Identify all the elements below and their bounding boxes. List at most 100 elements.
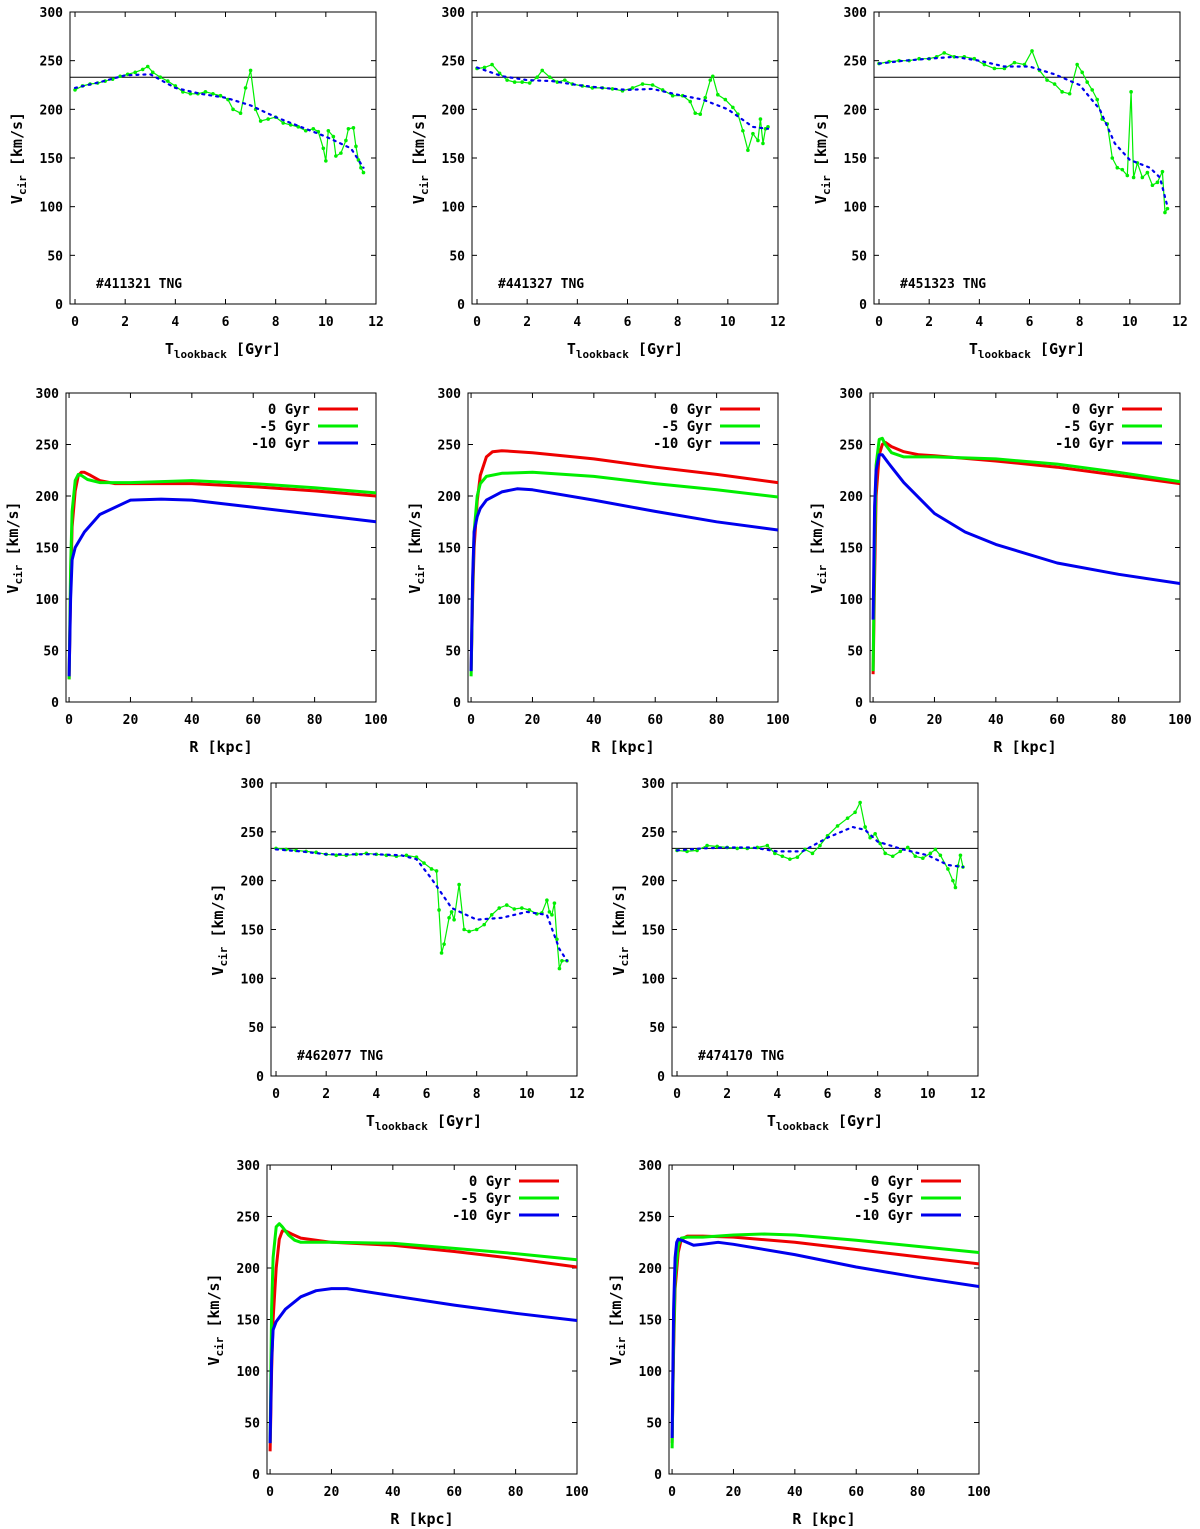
data-point [610,87,615,91]
series-smoothed [877,55,1169,208]
y-tick-label: 50 [244,1417,260,1432]
y-tick-label: 0 [859,298,867,313]
data-point [746,148,750,153]
data-point [1110,156,1115,160]
legend-label: -10 Gyr [854,1208,913,1224]
data-point [243,86,248,90]
data-point [1085,80,1089,84]
data-point [845,816,850,820]
y-tick-label: 0 [256,1070,264,1085]
x-tick-label: 40 [988,713,1004,728]
y-tick-label: 200 [36,490,60,505]
x-axis-label: R [kpc] [792,1510,855,1528]
series-line [268,1287,577,1444]
data-point [688,99,693,104]
data-point [898,849,903,854]
series-line [670,1237,979,1439]
series-0-Gyr [268,1229,577,1452]
y-tick-label: 250 [36,439,60,454]
series--5-Gyr [67,472,376,680]
data-point [953,885,958,890]
data-point [334,853,339,858]
panel-profile-474170: 0 50 100 150 200 250 300 0 20 40 60 80 100 R [kpc] Vci… [607,1159,991,1528]
x-tick-label: 8 [1076,315,1084,330]
data-point [921,856,925,861]
data-point [1067,91,1072,96]
data-point [489,913,494,917]
x-tick-label: 0 [266,1485,274,1500]
x-tick-label: 6 [824,1087,832,1102]
data-point [731,105,735,110]
y-tick-label: 100 [36,593,60,608]
y-axis-label: Vcir [km/s] [406,501,427,593]
data-point [555,937,559,942]
data-point [404,853,409,858]
data-point [361,170,366,175]
x-tick-label: 20 [726,1485,742,1500]
y-tick-label: 0 [252,1468,260,1483]
y-tick-label: 150 [438,542,462,557]
x-tick-label: 20 [324,1485,340,1500]
y-tick-label: 100 [438,593,462,608]
legend-label: -5 Gyr [661,419,712,435]
data-point [1080,70,1084,75]
data-point [723,97,728,102]
data-point [765,843,770,848]
legend-label: -5 Gyr [862,1191,913,1207]
y-tick-label: 200 [241,875,265,890]
data-point [535,75,540,80]
y-tick-label: 150 [642,924,666,939]
x-axis-label: R [kpc] [993,738,1056,756]
panel-time-462077: 0 50 100 150 200 250 300 0 2 4 6 8 10 12 Tlookback [Gy… [209,777,585,1133]
data-point [795,855,800,860]
x-tick-label: 40 [385,1485,401,1500]
data-point [158,75,163,80]
data-point [311,127,316,131]
y-tick-label: 0 [654,1468,662,1483]
x-tick-label: 0 [668,1485,676,1500]
y-axis-label: Vcir [km/s] [209,883,230,975]
data-point [708,78,713,82]
galaxy-id-label: #441327 TNG [498,277,584,292]
legend-label: 0 Gyr [1072,402,1114,418]
x-tick-label: 80 [307,713,323,728]
series-line [871,453,1180,620]
x-tick-label: 80 [508,1485,524,1500]
data-point [942,51,947,55]
series-line [67,472,376,680]
x-tick-label: 10 [920,1087,936,1102]
x-tick-label: 6 [423,1087,431,1102]
data-point [705,843,709,848]
legend-label: -10 Gyr [653,436,712,452]
data-point [758,117,763,121]
data-point [670,93,675,98]
panel-profile-462077: 0 50 100 150 200 250 300 0 20 40 60 80 100 R [kpc] Vci… [205,1159,589,1528]
y-tick-label: 300 [36,387,60,402]
data-point [550,913,554,917]
data-point [324,159,328,163]
y-tick-label: 150 [237,1314,261,1329]
x-tick-label: 100 [364,713,388,728]
plot-frame [869,392,1181,703]
series-smoothed [675,825,965,869]
data-point [878,841,882,846]
plot-frame [266,1164,578,1475]
x-tick-label: 6 [222,315,230,330]
data-point [449,910,454,914]
y-tick-label: 200 [840,490,864,505]
series-measured [475,62,770,153]
legend-label: -5 Gyr [1063,419,1114,435]
series-line [67,497,376,677]
y-tick-label: 0 [55,298,63,313]
plot-frame [671,782,979,1077]
data-point [650,83,655,87]
y-axis-label: Vcir [km/s] [410,112,431,204]
y-tick-label: 0 [51,696,59,711]
x-tick-label: 0 [869,713,877,728]
y-tick-label: 150 [639,1314,663,1329]
y-tick-label: 100 [642,972,666,987]
data-point [482,922,486,927]
data-point [761,141,765,146]
series--10-Gyr [670,1237,979,1439]
data-point [527,81,532,85]
